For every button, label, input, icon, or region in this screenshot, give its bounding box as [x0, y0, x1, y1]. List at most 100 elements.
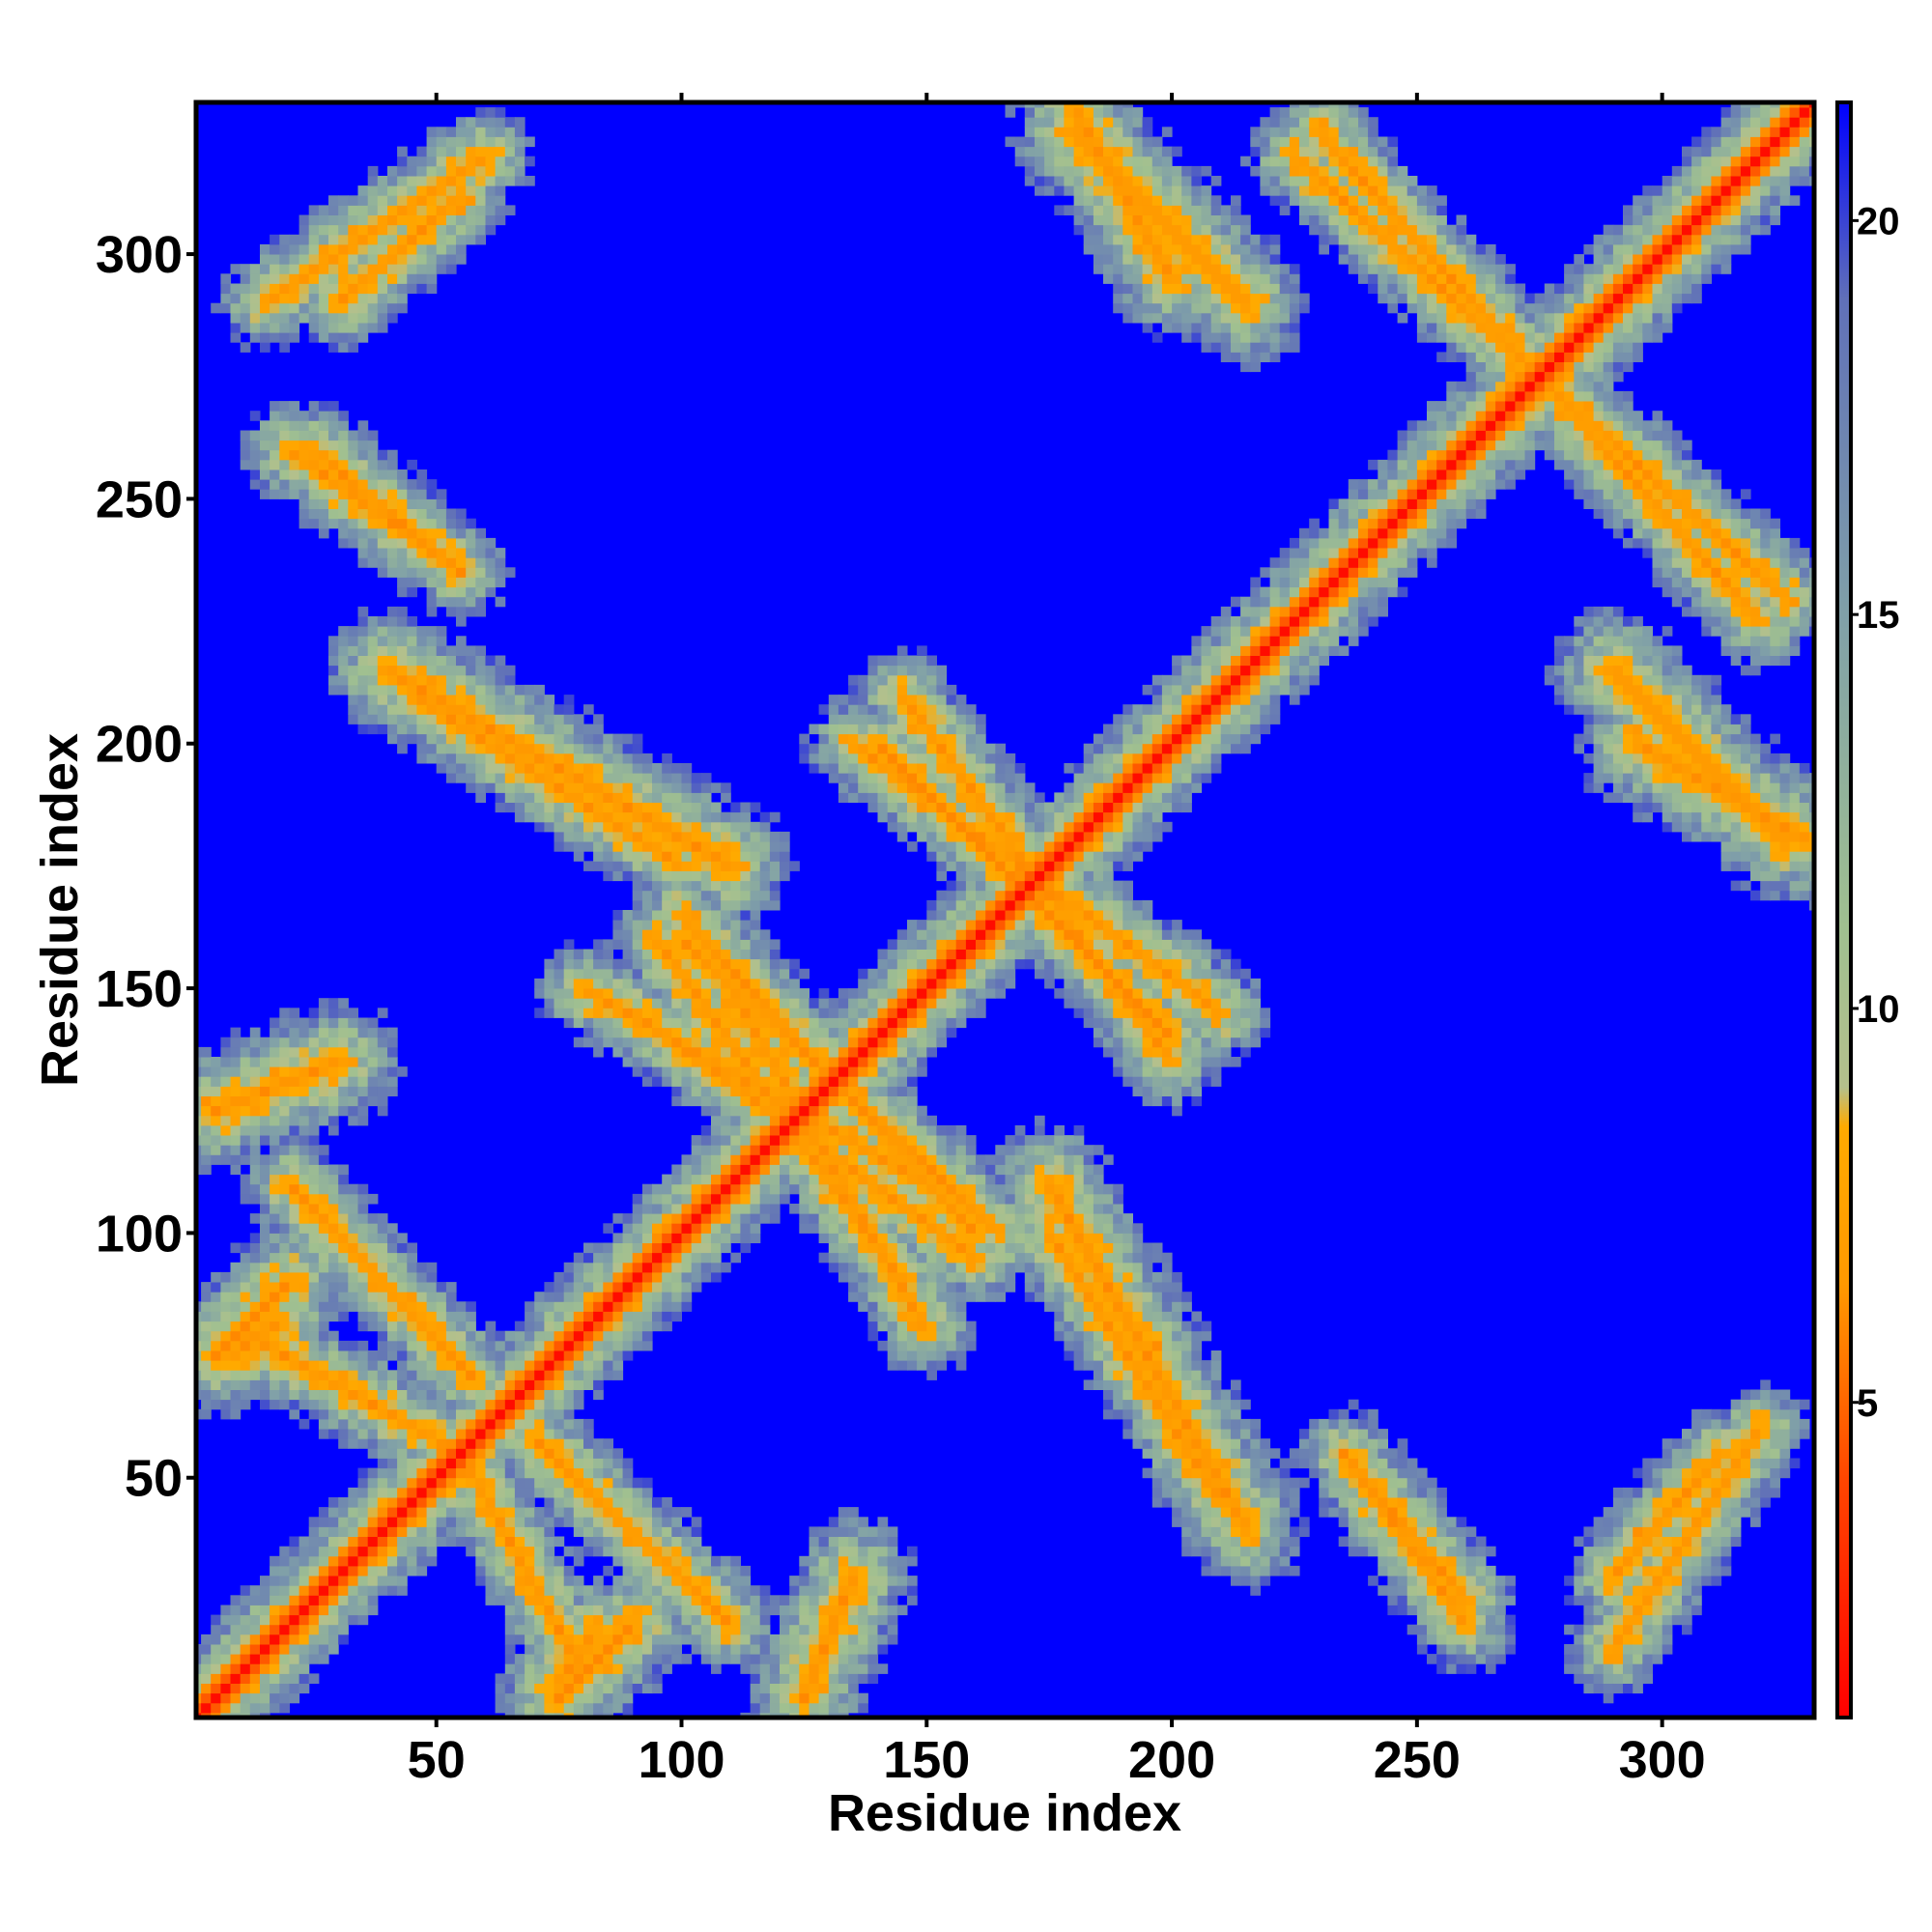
heatmap-cell [348, 1017, 358, 1029]
heatmap-cell [809, 1115, 820, 1126]
heatmap-cell [357, 1046, 369, 1058]
heatmap-cell [348, 1370, 358, 1380]
heatmap-cell [769, 1145, 781, 1155]
heatmap-cell [485, 1585, 497, 1596]
heatmap-cell [544, 1429, 555, 1439]
heatmap-cell [397, 695, 408, 705]
heatmap-cell [858, 753, 868, 764]
heatmap-cell [514, 176, 526, 186]
heatmap-cell [445, 1497, 457, 1508]
heatmap-cell [750, 998, 761, 1009]
heatmap-cell [612, 1507, 624, 1518]
heatmap-cell [780, 1193, 790, 1205]
heatmap-cell [377, 1507, 388, 1518]
heatmap-cell [603, 1565, 613, 1577]
heatmap-cell [289, 1135, 300, 1146]
heatmap-cell [612, 1526, 624, 1537]
heatmap-cell [828, 733, 839, 745]
heatmap-cell [230, 1330, 242, 1342]
heatmap-cell [671, 958, 682, 970]
heatmap-cell [887, 695, 898, 705]
heatmap-cell [789, 1008, 800, 1018]
heatmap-cell [260, 1605, 270, 1616]
heatmap-cell [485, 684, 497, 696]
heatmap-cell [603, 1605, 613, 1616]
heatmap-cell [622, 1477, 634, 1489]
heatmap-cell [593, 1576, 604, 1586]
heatmap-cell [211, 1124, 221, 1136]
heatmap-cell [407, 1497, 417, 1508]
heatmap-cell [308, 1124, 320, 1136]
heatmap-cell [867, 1017, 879, 1029]
heatmap-cell [377, 214, 388, 226]
heatmap-cell [456, 1467, 467, 1479]
heatmap-cell [495, 195, 506, 206]
heatmap-cell [759, 1115, 771, 1126]
heatmap-cell [495, 107, 506, 118]
heatmap-cell [308, 1389, 320, 1401]
heatmap-cell [279, 1321, 290, 1332]
heatmap-cell [338, 1262, 349, 1273]
heatmap-cell [377, 665, 388, 676]
heatmap-cell [348, 1027, 358, 1038]
heatmap-cell [260, 1213, 270, 1224]
heatmap-cell [740, 958, 752, 970]
heatmap-cell [270, 264, 280, 274]
heatmap-cell [799, 1105, 810, 1117]
heatmap-cell [721, 1057, 731, 1067]
heatmap-cell [298, 312, 310, 324]
heatmap-cell [917, 1311, 927, 1322]
heatmap-cell [504, 567, 516, 578]
heatmap-cell [759, 890, 771, 901]
heatmap-cell [407, 1262, 417, 1273]
heatmap-cell [475, 773, 486, 783]
heatmap-cell [750, 1183, 761, 1195]
heatmap-cell [848, 1565, 859, 1577]
heatmap-cell [554, 1311, 565, 1322]
heatmap-cell [201, 1282, 212, 1293]
heatmap-cell [877, 1213, 889, 1224]
heatmap-cell [750, 851, 761, 862]
heatmap-cell [662, 1292, 672, 1302]
heatmap-cell [436, 537, 447, 549]
heatmap-cell [838, 1223, 849, 1234]
heatmap-cell [318, 1634, 329, 1645]
heatmap-cell [593, 1585, 604, 1596]
heatmap-cell [740, 949, 752, 960]
heatmap-cell [700, 1555, 712, 1567]
heatmap-cell [514, 136, 526, 148]
heatmap-cell [907, 743, 918, 754]
heatmap-cell [416, 695, 428, 705]
heatmap-cell [917, 1145, 927, 1155]
heatmap-cell [397, 1429, 408, 1439]
heatmap-cell [270, 243, 280, 255]
heatmap-cell [289, 469, 300, 480]
heatmap-cell [721, 899, 731, 911]
heatmap-cell [887, 1183, 898, 1195]
heatmap-cell [514, 1429, 526, 1439]
heatmap-cell [573, 792, 584, 803]
heatmap-cell [730, 1585, 741, 1596]
heatmap-cell [583, 1037, 594, 1048]
heatmap-cell [858, 1555, 868, 1567]
heatmap-cell [270, 1252, 280, 1264]
heatmap-cell [818, 1046, 830, 1058]
heatmap-cell [759, 1644, 771, 1655]
heatmap-cell [249, 1046, 261, 1058]
heatmap-cell [896, 1086, 908, 1096]
heatmap-cell [632, 1546, 643, 1557]
heatmap-cell [211, 1330, 221, 1342]
heatmap-cell [828, 1595, 839, 1605]
heatmap-cell [211, 1311, 221, 1322]
heatmap-cell [407, 616, 417, 627]
heatmap-cell [593, 1487, 604, 1498]
heatmap-cell [721, 1046, 731, 1058]
heatmap-cell [456, 674, 467, 686]
heatmap-cell [652, 1193, 663, 1205]
heatmap-cell [809, 1702, 820, 1714]
heatmap-cell [504, 1663, 516, 1674]
heatmap-cell [750, 861, 761, 871]
heatmap-cell [348, 489, 358, 499]
heatmap-cell [397, 577, 408, 588]
heatmap-cell [612, 1546, 624, 1557]
